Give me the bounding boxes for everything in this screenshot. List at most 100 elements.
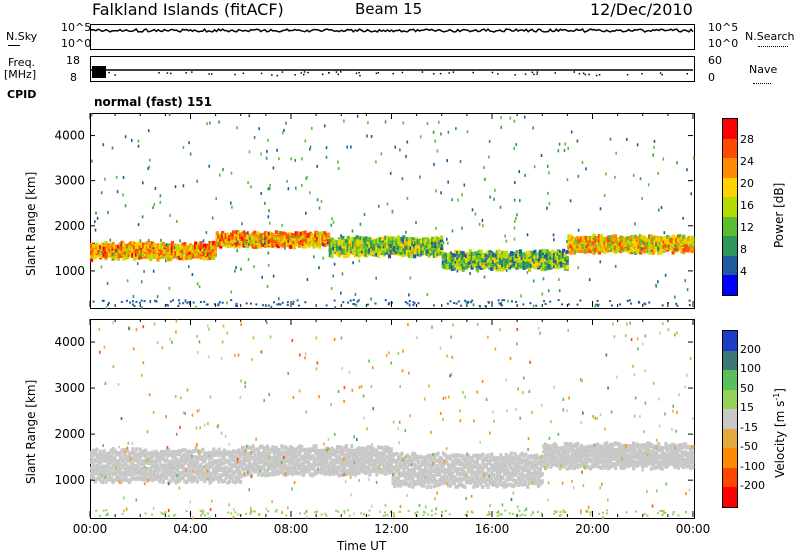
echo-cell <box>544 257 548 262</box>
echo-cell <box>623 238 627 242</box>
echo-cell <box>387 460 392 465</box>
echo-cell <box>344 249 348 254</box>
echo-cell <box>461 251 465 256</box>
echo-cell <box>353 240 357 245</box>
echo-cell <box>323 452 327 456</box>
echo-cell <box>393 251 397 256</box>
echo-cell <box>461 254 465 259</box>
echo-cell <box>361 240 365 245</box>
echo-cell <box>441 478 445 483</box>
echo-scatter <box>660 206 663 209</box>
echo-cell <box>330 254 334 259</box>
echo-cell <box>321 453 325 457</box>
echo-scatter <box>181 251 184 255</box>
echo-cell <box>341 250 345 255</box>
echo-cell <box>300 445 304 449</box>
echo-cell <box>116 254 121 259</box>
echo-cell <box>106 477 110 482</box>
echo-cell <box>111 241 115 246</box>
echo-cell <box>249 445 253 450</box>
echo-cell <box>176 476 180 481</box>
echo-scatter <box>321 243 324 247</box>
echo-cell <box>145 478 149 483</box>
echo-scatter <box>198 285 201 289</box>
echo-cell <box>194 459 198 464</box>
echo-cell <box>685 244 689 249</box>
echo-cell <box>256 231 261 236</box>
echo-cell <box>450 472 454 477</box>
echo-cell <box>312 467 316 472</box>
echo-cell <box>131 252 135 257</box>
echo-cell <box>371 468 375 473</box>
echo-cell <box>142 250 146 255</box>
echo-cell <box>283 242 287 247</box>
echo-cell <box>391 466 395 471</box>
echo-cell <box>405 470 410 475</box>
echo-cell <box>169 479 173 484</box>
echo-cell <box>197 242 201 247</box>
echo-cell <box>145 456 149 461</box>
echo-cell <box>147 461 151 466</box>
echo-scatter <box>301 157 303 161</box>
echo-cell <box>274 461 278 466</box>
echo-cell <box>436 245 440 250</box>
echo-cell <box>292 452 296 457</box>
echo-cell <box>100 464 104 469</box>
echo-cell <box>384 243 388 247</box>
echo-cell <box>364 236 368 241</box>
echo-cell <box>237 472 241 477</box>
echo-cell <box>90 254 94 259</box>
echo-cell <box>551 263 555 268</box>
echo-cell <box>307 452 311 456</box>
echo-scatter <box>406 196 409 200</box>
echo-cell <box>116 459 121 464</box>
echo-cell <box>246 471 250 476</box>
echo-cell <box>264 461 268 466</box>
echo-cell <box>425 244 429 249</box>
echo-cell <box>536 260 541 265</box>
echo-cell <box>588 235 593 240</box>
echo-cell <box>474 258 478 263</box>
echo-ground <box>217 304 220 307</box>
echo-cell <box>653 236 657 241</box>
echo-cell <box>226 241 230 246</box>
echo-cell <box>305 455 309 459</box>
echo-cell <box>511 251 515 256</box>
echo-cell <box>312 448 316 453</box>
echo-cell <box>228 243 232 248</box>
echo-cell <box>314 448 318 453</box>
echo-cell <box>466 264 471 268</box>
echo-cell <box>459 471 463 476</box>
echo-cell <box>210 245 214 250</box>
echo-cell <box>567 244 571 249</box>
echo-cell <box>357 464 361 469</box>
echo-cell <box>493 265 497 270</box>
echo-cell <box>450 259 454 264</box>
echo-cell <box>603 243 607 248</box>
echo-scatter <box>566 178 569 182</box>
echo-cell <box>90 244 94 248</box>
echo-cell <box>181 453 185 458</box>
echo-cell <box>109 448 113 453</box>
echo-scatter <box>164 259 167 263</box>
echo-cell <box>210 451 214 456</box>
echo-cell <box>664 238 668 243</box>
echo-scatter <box>203 248 206 252</box>
echo-scatter <box>547 191 549 195</box>
echo-cell <box>337 253 341 258</box>
echo-cell <box>145 472 149 477</box>
echo-cell <box>118 476 122 481</box>
echo-cell <box>361 456 365 461</box>
echo-cell <box>99 449 103 454</box>
echo-cell <box>296 446 300 451</box>
echo-cell <box>488 259 492 264</box>
echo-scatter <box>450 251 452 255</box>
echo-cell <box>416 244 420 249</box>
echo-cell <box>197 471 201 476</box>
echo-scatter <box>477 269 479 273</box>
echo-cell <box>445 260 449 265</box>
echo-cell <box>176 467 180 472</box>
echo-cell <box>292 462 296 467</box>
echo-cell <box>427 247 431 252</box>
echo-cell <box>319 450 323 455</box>
